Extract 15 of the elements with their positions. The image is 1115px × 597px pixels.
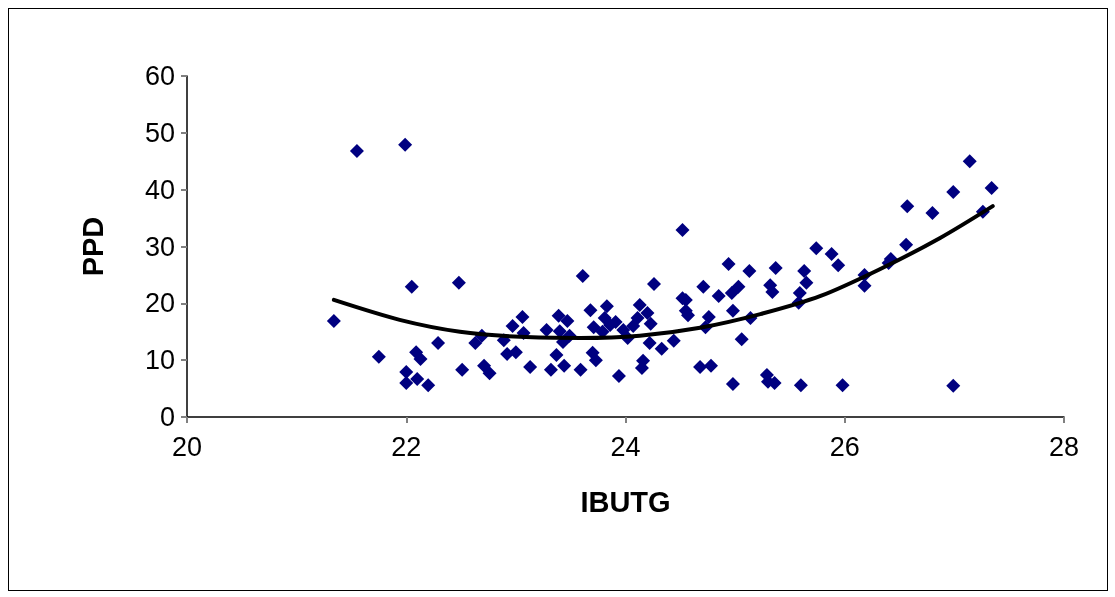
y-tick-label: 0: [159, 402, 175, 432]
x-tick-label: 28: [1048, 431, 1080, 462]
y-tick-label: 10: [144, 345, 175, 376]
x-tick-label: 24: [610, 431, 641, 462]
y-tick-label: 60: [144, 61, 175, 91]
y-tick-label: 30: [144, 231, 175, 262]
y-tick-label: 50: [144, 117, 175, 148]
x-tick-label: 22: [391, 431, 422, 462]
line-series: [331, 204, 995, 340]
x-tick-label: 26: [829, 431, 860, 462]
y-tick-label: 40: [144, 174, 175, 205]
x-axis-title: IBUTG: [580, 485, 671, 518]
y-tick-label: 20: [144, 288, 175, 319]
y-axis-title: PPD: [76, 216, 109, 277]
x-tick-label: 20: [171, 431, 203, 462]
